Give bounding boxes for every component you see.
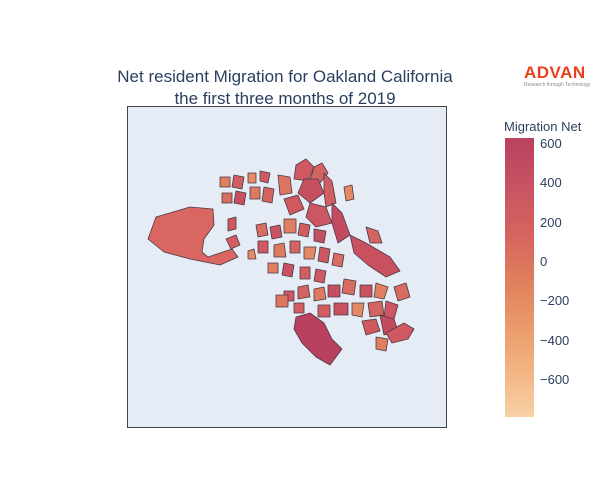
tract-c12	[267, 262, 279, 274]
map-plot-area[interactable]	[127, 106, 447, 428]
tract-s12	[383, 300, 399, 320]
title-line-1: Net resident Migration for Oakland Calif…	[117, 67, 453, 86]
tract-c7	[273, 242, 287, 258]
tract-c3	[283, 218, 297, 234]
tract-s13	[393, 282, 411, 302]
tract-n2	[231, 174, 245, 190]
colorbar-tick: 600	[540, 136, 562, 151]
tract-sw1	[275, 294, 289, 308]
advan-logo: ADVAN Research through Technology	[524, 63, 598, 89]
tract-s1	[297, 284, 311, 300]
tract-s6	[373, 282, 389, 300]
tract-c1	[255, 222, 269, 238]
tract-c16	[247, 248, 257, 260]
tract-ne3	[297, 178, 325, 204]
tract-c14	[299, 266, 311, 280]
tract-se1	[361, 318, 381, 336]
tract-ne4	[323, 172, 337, 208]
tract-c6	[257, 240, 269, 254]
tract-c8	[289, 240, 301, 254]
tract-se3	[385, 322, 415, 344]
logo-tagline: Research through Technology	[524, 82, 591, 88]
colorbar-tick: −400	[540, 333, 570, 348]
tract-west-port	[147, 206, 239, 266]
tract-airport	[293, 312, 343, 366]
tract-c11	[331, 252, 345, 268]
tract-west-small2	[227, 216, 237, 232]
tract-c9	[303, 246, 317, 260]
tract-n8	[261, 186, 275, 204]
tract-n7	[249, 186, 261, 200]
colorbar	[505, 138, 534, 417]
tract-s11	[367, 300, 385, 318]
colorbar-tick: 400	[540, 175, 562, 190]
choropleth-map	[147, 158, 415, 366]
chart-title: Net resident Migration for Oakland Calif…	[60, 66, 510, 110]
tract-ne1	[293, 158, 315, 182]
tract-c4	[297, 222, 311, 238]
tract-ne7	[277, 174, 293, 196]
logo-name: ADVAN	[524, 63, 586, 82]
tract-ne6	[331, 202, 351, 244]
colorbar-tick: 200	[540, 215, 562, 230]
tract-c5	[313, 228, 327, 244]
tract-n5	[221, 192, 233, 204]
colorbar-tick: −600	[540, 372, 570, 387]
tract-c2	[269, 224, 283, 240]
tract-west-small	[225, 234, 241, 250]
tract-n1	[219, 176, 231, 188]
tract-s2	[313, 286, 327, 302]
colorbar-tick: 0	[540, 254, 548, 269]
tract-ne5	[305, 202, 333, 228]
tract-c10	[317, 246, 331, 264]
tract-east-long	[349, 234, 401, 278]
tract-east-2	[365, 226, 383, 244]
tract-n6	[233, 190, 247, 206]
tract-s10	[351, 302, 365, 318]
tract-c13	[281, 262, 295, 278]
tract-s8	[317, 304, 331, 318]
title-line-2: the first three months of 2019	[174, 89, 396, 108]
tract-n4	[259, 170, 271, 184]
tract-ne8	[283, 194, 305, 216]
tract-s3	[327, 284, 341, 298]
tract-ne9	[343, 184, 355, 202]
tract-s9	[333, 302, 349, 316]
tract-se4	[375, 336, 389, 352]
tract-n3	[247, 172, 257, 184]
tract-s4	[341, 278, 357, 296]
tract-s5	[359, 284, 373, 298]
tract-c15	[313, 268, 327, 284]
tract-sw2	[293, 302, 305, 314]
colorbar-tick: −200	[540, 293, 570, 308]
colorbar-title: Migration Net	[504, 119, 582, 134]
